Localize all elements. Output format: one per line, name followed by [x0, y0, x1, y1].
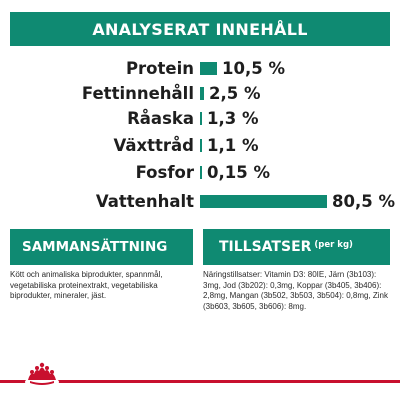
- analysis-value: 1,3 %: [207, 109, 259, 128]
- analysis-bar: [200, 112, 202, 125]
- analysis-label: Fosfor: [135, 163, 194, 182]
- analysis-row: Växttråd 1,1 %: [0, 133, 400, 159]
- additives-heading-text: TILLSATSER: [219, 239, 312, 255]
- analysis-row: Vattenhalt 80,5 %: [0, 189, 400, 215]
- analysis-row: Råaska 1,3 %: [0, 106, 400, 132]
- analysis-bar: [200, 62, 217, 75]
- analysis-title: ANALYSERAT INNEHÅLL: [10, 12, 390, 46]
- composition-heading: SAMMANSÄTTNING: [10, 229, 193, 265]
- additives-heading: TILLSATSER (per kg): [203, 229, 390, 265]
- composition-text: Kött och animaliska biprodukter, spannmå…: [10, 270, 163, 300]
- royal-canin-crown-icon: [25, 362, 59, 388]
- analysis-bar: [200, 195, 327, 208]
- footer-divider: [0, 380, 400, 383]
- analysis-label: Protein: [125, 59, 194, 78]
- analysis-row: Fettinnehåll 2,5 %: [0, 81, 400, 107]
- analysis-row: Fosfor 0,15 %: [0, 160, 400, 186]
- analysis-bar: [200, 87, 204, 100]
- analysis-row: Protein 10,5 %: [0, 56, 400, 82]
- additives-text: Näringstillsatser: Vitamin D3: 80IE, Jär…: [203, 270, 389, 311]
- analysis-value: 0,15 %: [207, 163, 270, 182]
- analysis-value: 10,5 %: [222, 59, 285, 78]
- analysis-bar: [200, 139, 202, 152]
- analysis-label: Fettinnehåll: [81, 84, 194, 103]
- analysis-label: Växttråd: [113, 136, 194, 155]
- analysis-value: 1,1 %: [207, 136, 259, 155]
- analysis-label: Vattenhalt: [95, 192, 194, 211]
- analysis-label: Råaska: [127, 109, 194, 128]
- additives-heading-unit: (per kg): [314, 240, 353, 250]
- analysis-bar: [200, 166, 202, 179]
- composition-heading-text: SAMMANSÄTTNING: [22, 239, 168, 255]
- analysis-value: 2,5 %: [209, 84, 261, 103]
- analysis-value: 80,5 %: [332, 192, 395, 211]
